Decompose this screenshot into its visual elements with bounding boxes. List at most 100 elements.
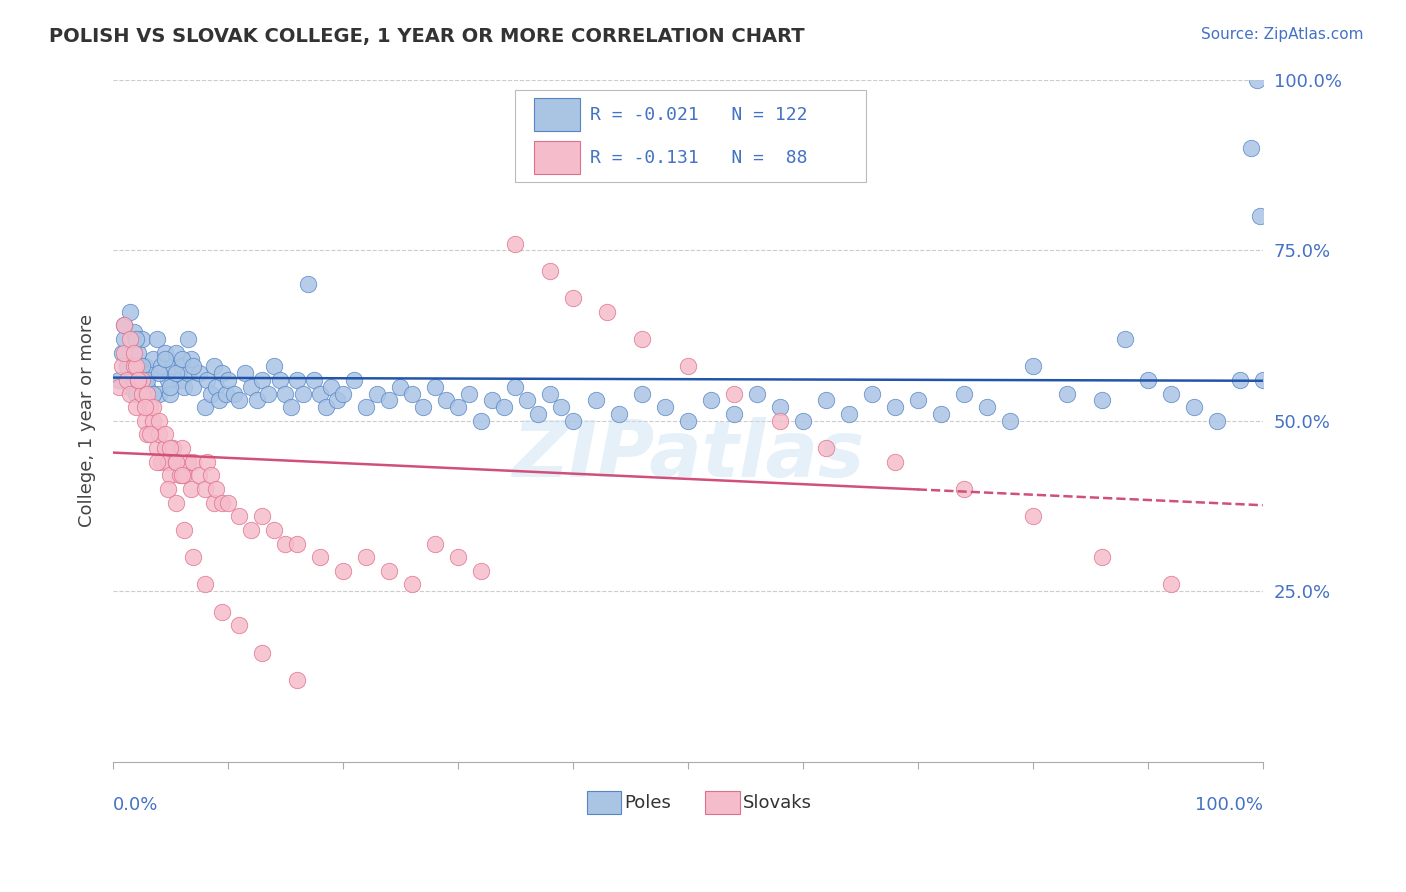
Point <box>202 359 225 374</box>
Point <box>188 468 211 483</box>
Point <box>217 495 239 509</box>
Point <box>1022 359 1045 374</box>
Point <box>131 373 153 387</box>
Point <box>412 400 434 414</box>
Point <box>228 393 250 408</box>
Point <box>165 455 187 469</box>
Point <box>211 366 233 380</box>
Point <box>159 441 181 455</box>
Text: 0.0%: 0.0% <box>112 796 159 814</box>
Point <box>183 550 205 565</box>
Text: Source: ZipAtlas.com: Source: ZipAtlas.com <box>1201 27 1364 42</box>
Point <box>654 400 676 414</box>
Point <box>561 291 583 305</box>
Point <box>134 400 156 414</box>
Point <box>107 380 129 394</box>
Point <box>228 509 250 524</box>
Point <box>378 393 401 408</box>
Point <box>976 400 998 414</box>
Point <box>252 646 274 660</box>
Point <box>332 564 354 578</box>
Point <box>470 564 492 578</box>
Point <box>173 468 195 483</box>
Point <box>136 373 159 387</box>
Point <box>157 482 180 496</box>
Point <box>814 393 837 408</box>
Point <box>114 318 136 333</box>
Point <box>125 332 148 346</box>
Point <box>176 366 198 380</box>
Point <box>153 427 176 442</box>
Point <box>630 386 652 401</box>
Point <box>257 386 280 401</box>
Point <box>195 373 218 387</box>
Text: Slovaks: Slovaks <box>742 794 813 812</box>
Point <box>153 352 176 367</box>
Point <box>246 393 269 408</box>
Text: R = -0.131   N =  88: R = -0.131 N = 88 <box>591 149 807 167</box>
Point <box>285 373 308 387</box>
Point <box>208 393 231 408</box>
Point <box>378 564 401 578</box>
Point <box>134 359 156 374</box>
Point <box>134 414 156 428</box>
Point <box>170 359 193 374</box>
Point <box>136 386 159 401</box>
Point <box>1246 73 1268 87</box>
Point <box>180 482 202 496</box>
Point <box>745 386 768 401</box>
Point <box>183 359 205 374</box>
Point <box>401 577 423 591</box>
Point <box>516 393 538 408</box>
Point <box>538 386 561 401</box>
Point <box>883 400 905 414</box>
Point <box>202 495 225 509</box>
Point <box>148 427 170 442</box>
Point <box>165 455 187 469</box>
Point <box>280 400 302 414</box>
FancyBboxPatch shape <box>534 98 579 131</box>
Point <box>527 407 550 421</box>
Point <box>285 536 308 550</box>
Point <box>200 468 222 483</box>
Point <box>200 386 222 401</box>
Point <box>138 366 160 380</box>
Point <box>157 373 180 387</box>
Point <box>596 305 619 319</box>
Point <box>814 441 837 455</box>
Point <box>183 455 205 469</box>
Point <box>115 359 138 374</box>
Point <box>792 414 814 428</box>
Point <box>723 407 745 421</box>
Point <box>676 359 699 374</box>
Point <box>1251 373 1274 387</box>
Point <box>145 332 167 346</box>
FancyBboxPatch shape <box>586 791 621 814</box>
Point <box>538 264 561 278</box>
Point <box>252 509 274 524</box>
Point <box>136 380 159 394</box>
Point <box>127 345 149 359</box>
Point <box>389 380 412 394</box>
Point <box>150 359 173 374</box>
Point <box>214 386 236 401</box>
Y-axis label: College, 1 year or more: College, 1 year or more <box>79 314 96 527</box>
Point <box>148 366 170 380</box>
Point <box>630 332 652 346</box>
Point <box>285 673 308 687</box>
Point <box>315 400 337 414</box>
Point <box>929 407 952 421</box>
FancyBboxPatch shape <box>704 791 740 814</box>
Point <box>122 325 145 339</box>
Point <box>111 345 134 359</box>
Point <box>194 577 217 591</box>
Point <box>1136 373 1159 387</box>
Point <box>145 441 167 455</box>
Point <box>1056 386 1078 401</box>
Point <box>302 373 325 387</box>
Point <box>120 332 142 346</box>
Point <box>173 523 195 537</box>
Point <box>239 523 262 537</box>
Point <box>142 352 165 367</box>
Point <box>142 414 165 428</box>
